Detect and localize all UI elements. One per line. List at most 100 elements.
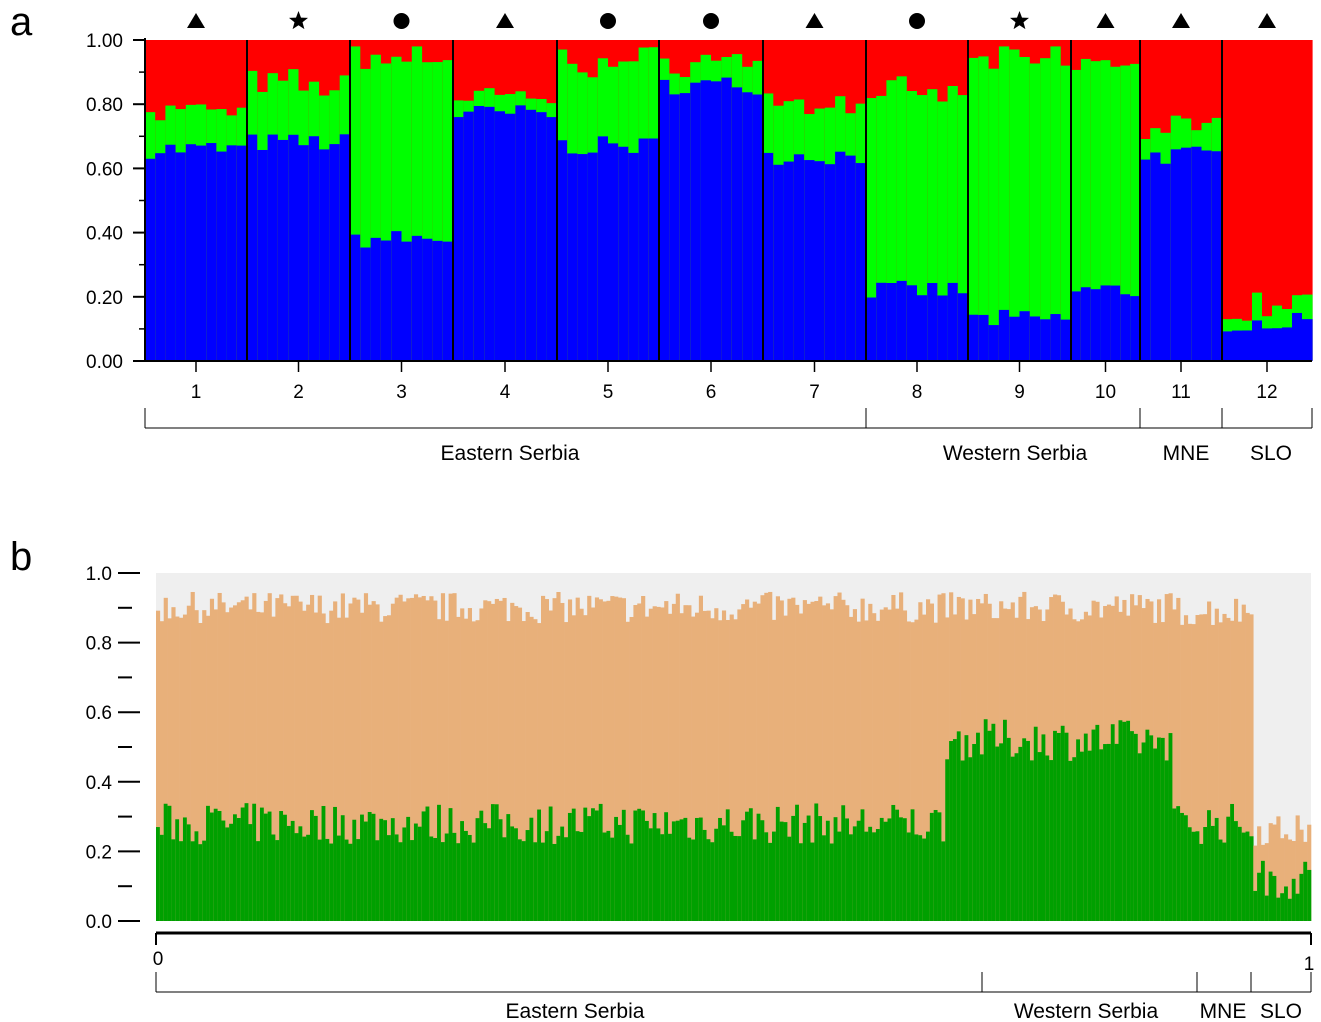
- ancestry-bar-tan: [887, 609, 892, 921]
- structure-bar-blue: [1181, 147, 1192, 361]
- ancestry-bar-green: [706, 839, 711, 921]
- structure-bar-green: [968, 57, 979, 361]
- ancestry-bar-green: [795, 804, 800, 921]
- ancestry-bar-green: [1272, 875, 1277, 921]
- structure-bar-blue: [557, 140, 568, 361]
- ancestry-bar-tan: [167, 618, 172, 921]
- ancestry-bar-green: [1160, 737, 1165, 921]
- ancestry-bar-tan: [1218, 622, 1223, 921]
- ancestry-bar-green: [618, 824, 623, 921]
- ancestry-bar-green: [1018, 746, 1023, 921]
- ancestry-bar-tan: [529, 616, 534, 921]
- ancestry-bar-green: [810, 842, 815, 921]
- structure-bar-red: [1302, 40, 1313, 361]
- ancestry-bar-tan: [1245, 612, 1250, 921]
- ancestry-bar-tan: [1049, 597, 1054, 921]
- ancestry-bar-green: [648, 828, 653, 921]
- structure-bar-blue: [1029, 316, 1041, 361]
- ancestry-bar-green: [1014, 753, 1019, 921]
- ancestry-bar-green: [159, 834, 164, 921]
- ancestry-bar-tan: [1272, 824, 1277, 921]
- ancestry-bar-green: [641, 810, 646, 921]
- structure-bar-green: [886, 80, 898, 361]
- ancestry-bar-tan: [737, 609, 742, 921]
- ancestry-bar-green: [579, 831, 584, 921]
- ancestry-bar-green: [691, 839, 696, 921]
- structure-bar-blue: [175, 152, 187, 361]
- ancestry-bar-green: [417, 826, 422, 921]
- ancestry-bar-tan: [467, 608, 472, 921]
- triangle-marker: [496, 13, 514, 28]
- ancestry-bar-tan: [745, 599, 750, 921]
- ancestry-bar-green: [929, 812, 934, 921]
- ancestry-bar-tan: [698, 595, 703, 921]
- ancestry-bar-tan: [294, 595, 299, 921]
- ancestry-bar-green: [829, 843, 834, 921]
- structure-bar-blue: [793, 154, 805, 361]
- ancestry-bar-tan: [464, 618, 469, 921]
- structure-bar-blue: [370, 237, 382, 361]
- ancestry-bar-green: [656, 828, 661, 921]
- ancestry-bar-tan: [868, 603, 873, 921]
- ancestry-bar-green: [1303, 861, 1308, 921]
- ancestry-bar-green: [991, 723, 996, 921]
- structure-bar-green: [1060, 65, 1072, 361]
- structure-bar-blue: [319, 149, 330, 361]
- ancestry-bar-green: [1041, 734, 1046, 921]
- structure-bar-blue: [1100, 285, 1112, 361]
- ancestry-bar-tan: [186, 605, 191, 921]
- ancestry-bar-tan: [479, 608, 484, 921]
- structure-bar-blue: [463, 111, 475, 361]
- ancestry-bar-green: [525, 830, 530, 921]
- ancestry-bar-tan: [340, 593, 345, 921]
- ancestry-bar-green: [1234, 821, 1239, 921]
- ancestry-bar-tan: [490, 603, 496, 921]
- ancestry-bar-green: [464, 830, 469, 921]
- ancestry-bar-green: [725, 809, 730, 921]
- ancestry-bar-tan: [1172, 609, 1177, 921]
- structure-bar-green: [1080, 58, 1092, 362]
- ancestry-bar-green: [1087, 750, 1092, 921]
- ancestry-bar-green: [275, 840, 280, 921]
- structure-plot: 1 2 3 4 5 6 7 8 9 10 11 120.000.200.400.600.801.00E…: [86, 11, 1313, 465]
- population-label: 7: [809, 382, 820, 403]
- ancestry-bar-green: [633, 810, 638, 921]
- ancestry-bar-green: [675, 820, 680, 921]
- structure-bar-green: [380, 63, 392, 361]
- ancestry-bar-green: [367, 811, 372, 921]
- ancestry-bar-tan: [1187, 623, 1192, 921]
- ancestry-bar-tan: [494, 598, 499, 921]
- ancestry-bar-green: [1214, 817, 1219, 921]
- ancestry-bar-green: [556, 835, 561, 921]
- ancestry-bar-green: [941, 841, 946, 921]
- ancestry-bar-tan: [1241, 604, 1246, 921]
- ancestry-bar-tan: [159, 621, 164, 921]
- ancestry-bar-green: [1126, 720, 1131, 921]
- ancestry-bar-green: [467, 834, 472, 921]
- ancestry-bar-green: [606, 830, 611, 921]
- ancestry-bar-green: [383, 820, 388, 921]
- ancestry-bar-green: [306, 834, 311, 921]
- structure-bar-red: [1252, 40, 1263, 361]
- population-label: 8: [912, 382, 923, 403]
- ancestry-bar-green: [999, 743, 1004, 921]
- ancestry-bar-tan: [564, 622, 569, 921]
- ancestry-bar-tan: [379, 621, 384, 921]
- structure-bar-blue: [773, 164, 785, 361]
- ancestry-bar-tan: [775, 596, 780, 921]
- ancestry-bar-green: [895, 809, 900, 921]
- ancestry-bar-tan: [217, 592, 222, 921]
- ancestry-bar-tan: [802, 600, 807, 921]
- ancestry-bar-tan: [433, 600, 438, 921]
- ancestry-bar-tan: [606, 600, 611, 921]
- ancestry-bar-tan: [567, 599, 573, 921]
- structure-bar-blue: [1232, 330, 1243, 361]
- ancestry-bar-green: [956, 731, 961, 921]
- ancestry-bar-green: [348, 843, 353, 921]
- ancestry-bar-green: [502, 837, 507, 921]
- ancestry-bar-tan: [225, 612, 230, 921]
- ancestry-bar-green: [718, 817, 723, 921]
- x-tick-label: 0: [153, 949, 164, 970]
- structure-bar-blue: [165, 144, 177, 361]
- ancestry-bar-tan: [429, 596, 434, 921]
